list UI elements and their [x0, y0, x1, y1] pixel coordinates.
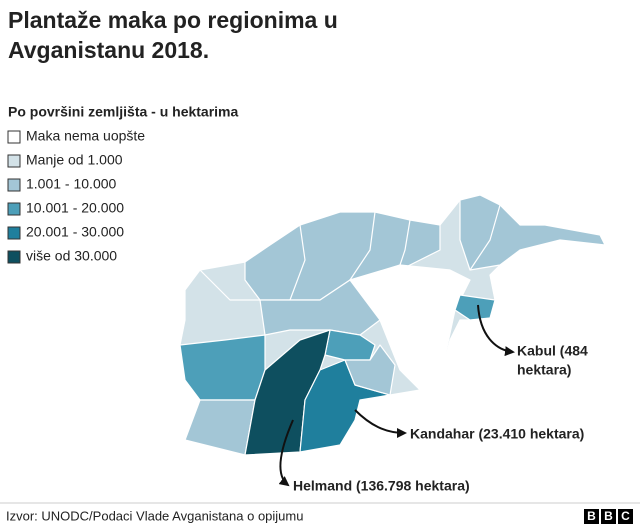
border — [289, 224, 306, 301]
province — [344, 344, 396, 396]
legend-label: 1.001 - 10.000 — [26, 176, 117, 192]
logo-letter: B — [587, 509, 596, 523]
province — [459, 194, 606, 271]
logo-letter: B — [604, 509, 613, 523]
legend-swatch — [7, 154, 21, 168]
border — [349, 211, 376, 281]
province — [184, 399, 256, 456]
legend-swatch — [7, 250, 21, 264]
annotation: Helmand (136.798 hektara) — [293, 478, 470, 494]
arrow — [278, 419, 294, 487]
legend-label: Maka nema uopšte — [26, 128, 145, 144]
annotation: hektara) — [517, 362, 571, 378]
legend-swatch — [7, 202, 21, 216]
legend-label: 10.001 - 20.000 — [26, 200, 124, 216]
map — [179, 194, 606, 456]
logo-block — [601, 509, 616, 524]
annotation: Kabul (484 — [517, 343, 588, 359]
title-line: Avganistanu 2018. — [8, 37, 209, 63]
arrow — [354, 409, 407, 438]
logo-block — [618, 509, 633, 524]
border — [399, 219, 411, 266]
legend-label: 20.001 - 30.000 — [26, 224, 124, 240]
border — [399, 264, 441, 331]
legend-swatch — [7, 130, 21, 144]
title-line: Plantaže maka po regionima u — [8, 7, 338, 33]
subtitle: Po površini zemljišta - u hektarima — [8, 104, 239, 120]
legend-swatch — [7, 226, 21, 240]
arrow — [477, 304, 515, 357]
legend: Maka nema uopšte Manje od 1.000 1.001 - 10… — [7, 128, 145, 264]
legend-label: više od 30.000 — [26, 248, 117, 264]
legend-label: Manje od 1.000 — [26, 152, 123, 168]
legend-swatch — [7, 178, 21, 192]
province — [179, 334, 266, 401]
border — [199, 269, 260, 301]
border — [469, 204, 501, 271]
logo-block — [584, 509, 599, 524]
source: Izvor: UNODC/Podaci Vlade Avganistana o … — [6, 508, 303, 523]
logo-letter: C — [621, 509, 630, 523]
annotation: Kandahar (23.410 hektara) — [410, 426, 584, 442]
